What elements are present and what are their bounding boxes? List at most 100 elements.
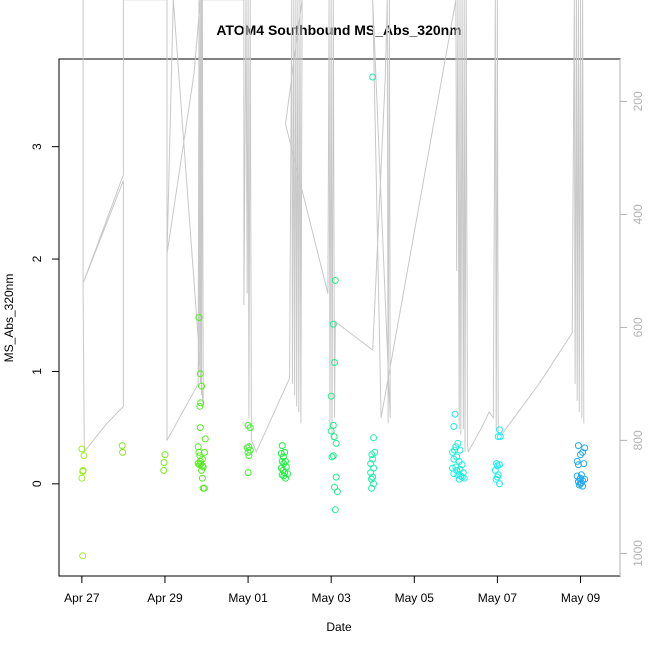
data-point (196, 370, 204, 378)
data-point (496, 433, 504, 441)
data-point (197, 399, 205, 407)
data-point (78, 474, 86, 482)
data-point (279, 453, 287, 461)
data-point (493, 462, 501, 470)
data-point (368, 475, 375, 483)
data-point (574, 461, 582, 469)
data-point (370, 434, 378, 442)
data-point (331, 506, 339, 514)
secondary-y-tick-label: 600 (631, 317, 645, 337)
secondary-y-tick-label: 800 (631, 430, 645, 450)
data-point (328, 453, 336, 461)
secondary-series-layer (82, 0, 585, 454)
data-point (160, 459, 168, 466)
data-point (196, 424, 204, 432)
data-point (79, 552, 87, 560)
y-axis-label: MS_Abs_320nm (2, 274, 16, 363)
data-point (368, 451, 376, 459)
x-tick-label: Apr 29 (147, 591, 183, 605)
data-point (194, 443, 202, 451)
data-point (198, 466, 205, 474)
series-group (243, 421, 254, 477)
data-point (574, 442, 582, 450)
data-point (574, 478, 582, 486)
data-point (79, 468, 87, 475)
data-point (245, 452, 253, 460)
data-point (573, 457, 581, 465)
series-group (160, 451, 169, 474)
data-point (368, 484, 375, 492)
data-point (332, 439, 340, 447)
data-point (78, 445, 86, 453)
points-layer (78, 73, 589, 560)
series-group (491, 426, 504, 488)
y-tick-label: 1 (30, 368, 44, 375)
data-point (581, 444, 589, 452)
data-point (200, 484, 208, 492)
data-point (327, 392, 335, 400)
data-point (492, 475, 500, 483)
data-point (194, 460, 202, 468)
data-point (496, 426, 503, 434)
data-point (160, 466, 168, 474)
data-point (579, 482, 587, 490)
data-point (329, 320, 337, 328)
data-point (496, 480, 503, 488)
data-point (199, 463, 207, 471)
chart-title: ATOM4 Southbound MS_Abs_320nm (216, 22, 461, 38)
y-axis: 0 1 2 3 (30, 143, 60, 487)
series-group (194, 314, 209, 492)
data-point (450, 423, 458, 430)
x-tick-label: May 03 (312, 591, 352, 605)
data-point (327, 427, 335, 435)
data-point (80, 452, 88, 460)
data-point (454, 439, 462, 447)
data-point (195, 314, 203, 321)
data-point (200, 448, 208, 456)
data-point (278, 442, 286, 450)
y-tick-label: 0 (30, 480, 44, 487)
data-point (196, 457, 204, 465)
data-point (201, 435, 209, 443)
data-point (451, 446, 459, 454)
series-group (327, 276, 341, 514)
data-point (332, 473, 340, 481)
data-point (577, 480, 584, 488)
x-tick-label: May 05 (395, 591, 435, 605)
data-point (452, 463, 460, 471)
data-point (277, 450, 285, 457)
x-axis: Apr 27 Apr 29 May 01 May 03 May 05 May 07 May … (64, 575, 601, 605)
x-axis-label: Date (326, 620, 352, 634)
data-point (449, 448, 456, 456)
x-tick-label: May 07 (478, 591, 518, 605)
data-point (198, 474, 206, 482)
data-point (367, 469, 375, 477)
data-point (244, 469, 252, 477)
data-point (198, 382, 205, 390)
data-point (581, 475, 589, 483)
x-tick-label: May 09 (561, 591, 601, 605)
series-group (78, 445, 88, 560)
data-point (450, 470, 458, 478)
data-point (494, 433, 502, 441)
data-point (333, 488, 341, 496)
series-group (277, 442, 292, 482)
data-point (455, 475, 463, 483)
secondary-y-axis: 200 400 600 800 1000 (619, 59, 645, 576)
x-tick-label: Apr 27 (64, 591, 100, 605)
series-group (573, 442, 589, 490)
data-point (280, 472, 288, 480)
secondary-series-line (82, 0, 585, 454)
data-point (456, 446, 464, 454)
data-point (330, 433, 338, 441)
data-point (195, 448, 203, 456)
series-group (118, 442, 127, 456)
data-point (244, 421, 252, 429)
data-point (281, 448, 289, 456)
data-point (577, 451, 584, 459)
series-group (367, 73, 379, 492)
data-point (119, 448, 127, 456)
series-group (449, 410, 468, 483)
data-point (331, 359, 338, 366)
